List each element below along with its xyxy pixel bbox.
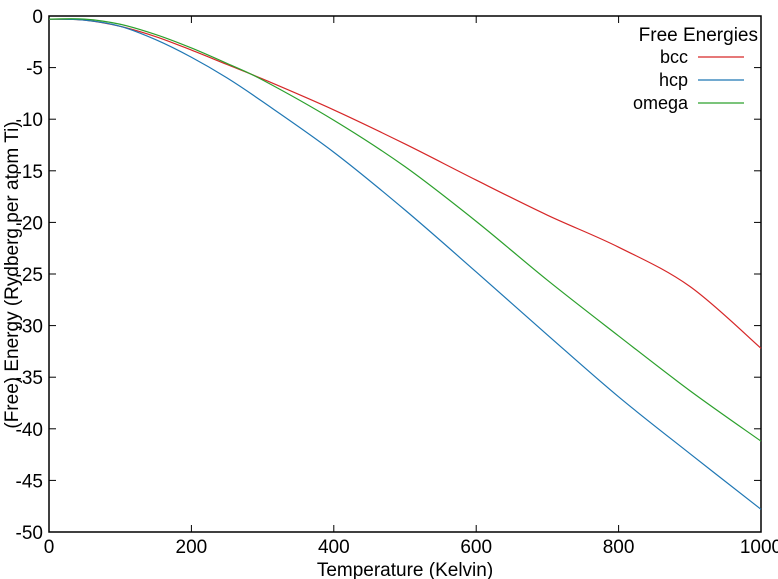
legend-label-hcp: hcp: [659, 70, 688, 90]
y-tick-label: -35: [16, 368, 43, 389]
x-tick-label: 800: [603, 537, 635, 558]
y-tick-label: -50: [16, 523, 43, 544]
x-tick-label: 1000: [740, 537, 778, 558]
y-tick-label: 0: [32, 7, 43, 28]
y-tick-label: -30: [16, 317, 43, 338]
legend-label-bcc: bcc: [660, 47, 688, 67]
y-tick-label: -25: [16, 265, 43, 286]
x-tick-label: 600: [460, 537, 492, 558]
y-tick-label: -40: [16, 420, 43, 441]
series-line-omega: [48, 18, 762, 442]
legend-title: Free Energies: [639, 25, 758, 46]
series-line-hcp: [48, 18, 762, 510]
x-axis-title: Temperature (Kelvin): [317, 560, 493, 579]
x-tick-label: 0: [44, 537, 55, 558]
y-tick-label: -20: [16, 213, 43, 234]
legend-label-omega: omega: [633, 93, 689, 113]
x-tick-label: 200: [176, 537, 208, 558]
y-axis-title: (Free) Energy (Rydberg per atom Ti): [2, 121, 23, 428]
y-tick-label: -10: [16, 110, 43, 131]
series-line-bcc: [48, 18, 762, 349]
x-tick-label: 400: [318, 537, 350, 558]
y-tick-label: -15: [16, 162, 43, 183]
axis-ticks: 0 200 400 600 800 1000 0 -5 -10 -15 -20 -25 -30 -35 -4…: [16, 7, 778, 558]
y-tick-label: -45: [16, 471, 43, 492]
series-lines: [48, 18, 762, 510]
y-tick-label: -5: [26, 59, 43, 80]
legend: Free Energies bcc hcp omega: [633, 25, 758, 113]
